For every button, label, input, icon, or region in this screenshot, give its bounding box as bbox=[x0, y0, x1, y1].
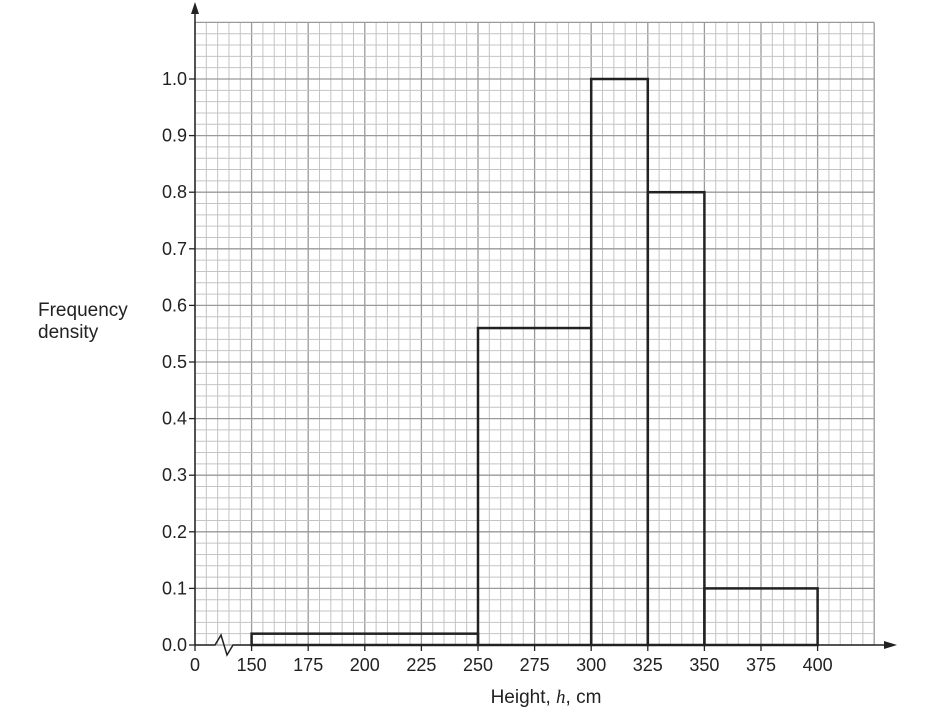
y-tick-label: 0.5 bbox=[162, 352, 187, 372]
y-tick-label: 0.4 bbox=[162, 409, 187, 429]
x-tick-label: 400 bbox=[803, 655, 833, 675]
y-tick-label: 0.3 bbox=[162, 465, 187, 485]
x-tick-label: 150 bbox=[237, 655, 267, 675]
y-tick-label: 0.1 bbox=[162, 578, 187, 598]
y-tick-label: 0.9 bbox=[162, 126, 187, 146]
y-tick-label: 0.8 bbox=[162, 182, 187, 202]
x-tick-label: 200 bbox=[350, 655, 380, 675]
x-tick-label: 375 bbox=[746, 655, 776, 675]
y-axis-label-line2: density bbox=[38, 322, 99, 343]
x-tick-label: 0 bbox=[190, 655, 200, 675]
y-axis-label: Frequency density bbox=[38, 300, 128, 344]
x-axis-arrow-icon bbox=[884, 641, 897, 649]
y-tick-label: 0.7 bbox=[162, 239, 187, 259]
y-axis-label-line1: Frequency bbox=[38, 300, 128, 321]
x-tick-label: 325 bbox=[633, 655, 663, 675]
x-tick-label: 300 bbox=[576, 655, 606, 675]
x-tick-label: 250 bbox=[463, 655, 493, 675]
y-tick-label: 0.2 bbox=[162, 522, 187, 542]
x-tick-label: 225 bbox=[406, 655, 436, 675]
x-tick-label: 275 bbox=[520, 655, 550, 675]
axes bbox=[191, 2, 897, 657]
y-tick-label: 0.0 bbox=[162, 635, 187, 655]
y-tick-label: 0.6 bbox=[162, 295, 187, 315]
x-tick-label: 175 bbox=[293, 655, 323, 675]
x-tick-label: 350 bbox=[689, 655, 719, 675]
y-tick-label: 1.0 bbox=[162, 69, 187, 89]
x-axis-break-icon bbox=[195, 633, 252, 657]
y-axis-arrow-icon bbox=[191, 2, 199, 14]
grid bbox=[194, 21, 875, 646]
tick-labels: 0.0 0.1 0.2 0.3 0.4 0.5 0.6 0.7 0.8 0.9 1.0 0 150 175… bbox=[162, 69, 833, 675]
x-axis-label: Height, h, cm bbox=[491, 687, 602, 708]
